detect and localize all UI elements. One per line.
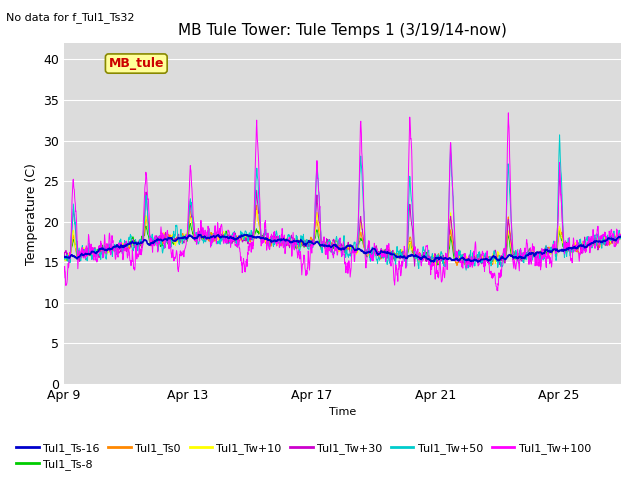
Legend: Tul1_Ts-16, Tul1_Ts-8, Tul1_Ts0, Tul1_Tw+10, Tul1_Tw+30, Tul1_Tw+50, Tul1_Tw+100: Tul1_Ts-16, Tul1_Ts-8, Tul1_Ts0, Tul1_Tw… (12, 438, 595, 474)
Text: MB_tule: MB_tule (109, 57, 164, 70)
Text: No data for f_Tul1_Ts32: No data for f_Tul1_Ts32 (6, 12, 135, 23)
X-axis label: Time: Time (329, 408, 356, 418)
Title: MB Tule Tower: Tule Temps 1 (3/19/14-now): MB Tule Tower: Tule Temps 1 (3/19/14-now… (178, 23, 507, 38)
Y-axis label: Temperature (C): Temperature (C) (25, 163, 38, 264)
